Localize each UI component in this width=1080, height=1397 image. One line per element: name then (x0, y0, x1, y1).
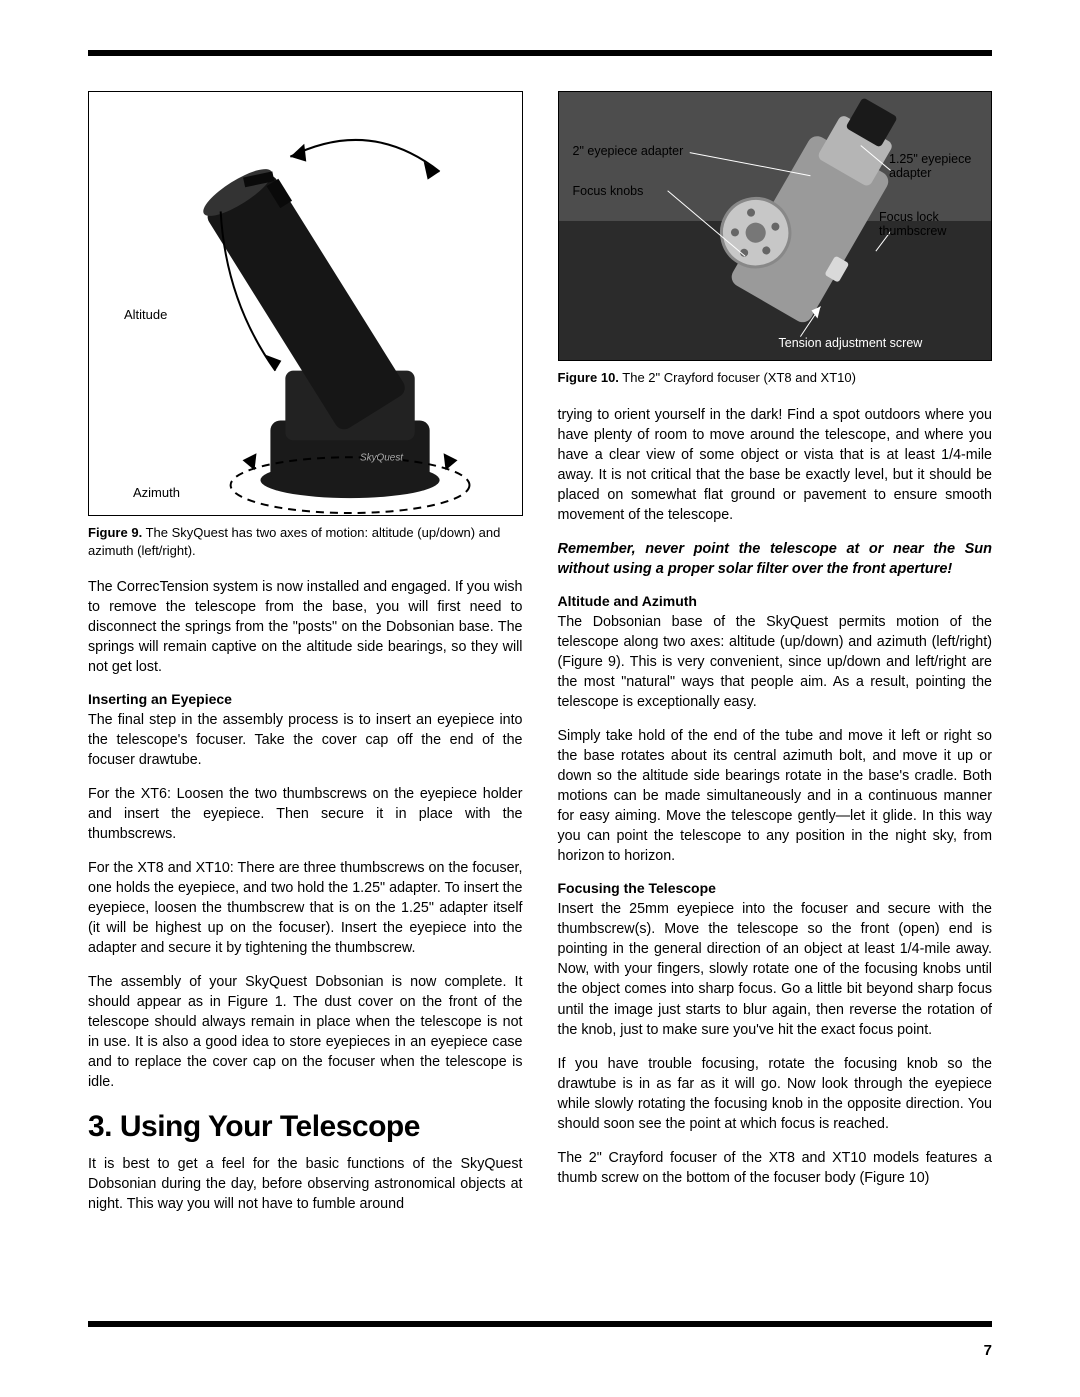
subhead-inserting-eyepiece: Inserting an Eyepiece (88, 691, 523, 707)
figure-10-label-2in: 2" eyepiece adapter (573, 144, 684, 158)
page-number: 7 (984, 1342, 992, 1359)
figure-10-box: 2" eyepiece adapter Focus knobs 1.25" ey… (558, 91, 993, 361)
left-p5: The assembly of your SkyQuest Dobsonian … (88, 972, 523, 1092)
left-p6: It is best to get a feel for the basic f… (88, 1154, 523, 1214)
left-p3: For the XT6: Loosen the two thumbscrews … (88, 784, 523, 844)
figure-10-caption-text: The 2" Crayford focuser (XT8 and XT10) (619, 370, 856, 385)
figure-9-azimuth-label: Azimuth (133, 485, 180, 500)
left-p1: The CorrecTension system is now installe… (88, 577, 523, 677)
figure-10-caption-bold: Figure 10. (558, 370, 619, 385)
svg-text:SkyQuest: SkyQuest (360, 452, 404, 463)
bottom-rule (88, 1321, 992, 1327)
top-rule (88, 50, 992, 56)
figure-10-label-focus-knobs: Focus knobs (573, 184, 644, 198)
figure-9-altitude-label: Altitude (124, 307, 167, 322)
right-p3: Simply take hold of the end of the tube … (558, 726, 993, 866)
right-p6: The 2" Crayford focuser of the XT8 and X… (558, 1148, 993, 1188)
right-p1: trying to orient yourself in the dark! F… (558, 405, 993, 525)
two-column-layout: SkyQuest Altitude Azimuth Figure 9. The … (88, 91, 992, 1214)
figure-9-caption-bold: Figure 9. (88, 525, 142, 540)
figure-10-caption: Figure 10. The 2" Crayford focuser (XT8 … (558, 369, 993, 387)
figure-10-label-tension: Tension adjustment screw (779, 336, 923, 350)
figure-9-caption-text: The SkyQuest has two axes of motion: alt… (88, 525, 500, 558)
left-column: SkyQuest Altitude Azimuth Figure 9. The … (88, 91, 523, 1214)
sun-warning: Remember, never point the telescope at o… (558, 539, 993, 580)
figure-9-box: SkyQuest Altitude Azimuth (88, 91, 523, 516)
right-column: 2" eyepiece adapter Focus knobs 1.25" ey… (558, 91, 993, 1214)
left-p2: The final step in the assembly process i… (88, 710, 523, 770)
subhead-altitude-azimuth: Altitude and Azimuth (558, 593, 993, 609)
right-p2: The Dobsonian base of the SkyQuest permi… (558, 612, 993, 712)
section-heading-using-telescope: 3. Using Your Telescope (88, 1110, 523, 1144)
left-p4: For the XT8 and XT10: There are three th… (88, 858, 523, 958)
figure-10-label-125: 1.25" eyepiece adapter (889, 152, 979, 180)
right-p4: Insert the 25mm eyepiece into the focuse… (558, 899, 993, 1039)
figure-9-illustration: SkyQuest (89, 92, 522, 515)
subhead-focusing: Focusing the Telescope (558, 880, 993, 896)
right-p5: If you have trouble focusing, rotate the… (558, 1054, 993, 1134)
figure-10-label-lock: Focus lock thumbscrew (879, 210, 979, 238)
figure-9-caption: Figure 9. The SkyQuest has two axes of m… (88, 524, 523, 559)
